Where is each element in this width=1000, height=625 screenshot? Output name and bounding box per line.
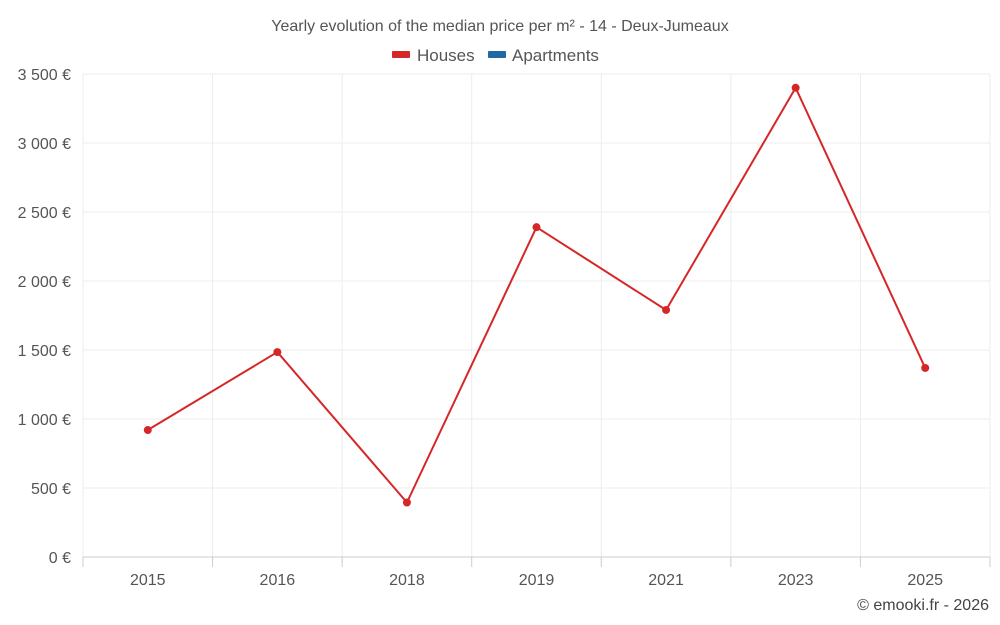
plot-area bbox=[143, 83, 930, 507]
data-point-houses[interactable] bbox=[273, 348, 282, 357]
legend: Houses Apartments bbox=[392, 46, 599, 65]
legend-label-houses: Houses bbox=[417, 46, 475, 65]
x-tick-label: 2025 bbox=[907, 572, 943, 589]
x-tick-label: 2019 bbox=[519, 572, 555, 589]
y-tick-label: 1 000 € bbox=[18, 412, 71, 429]
x-gridlines bbox=[82, 74, 991, 557]
y-tick-label: 2 000 € bbox=[18, 274, 71, 291]
series-line-houses bbox=[147, 86, 927, 504]
x-axis-ticks: 2015 2016 2018 2019 2021 2023 2025 bbox=[82, 557, 991, 589]
data-point-houses[interactable] bbox=[143, 426, 152, 435]
x-tick-label: 2016 bbox=[260, 572, 296, 589]
y-tick-label: 1 500 € bbox=[18, 343, 71, 360]
legend-swatch-apartments bbox=[488, 51, 506, 58]
data-point-houses[interactable] bbox=[532, 223, 541, 232]
x-tick-label: 2023 bbox=[778, 572, 814, 589]
legend-item-apartments[interactable]: Apartments bbox=[488, 46, 599, 65]
data-point-houses[interactable] bbox=[921, 363, 930, 372]
y-tick-label: 3 000 € bbox=[18, 136, 71, 153]
data-point-houses[interactable] bbox=[791, 83, 800, 92]
x-tick-label: 2015 bbox=[130, 572, 166, 589]
legend-item-houses[interactable]: Houses bbox=[392, 46, 475, 65]
legend-label-apartments: Apartments bbox=[512, 46, 599, 65]
y-tick-label: 500 € bbox=[31, 481, 71, 498]
y-tick-label: 3 500 € bbox=[18, 67, 71, 84]
x-tick-label: 2018 bbox=[389, 572, 425, 589]
y-axis-ticks: 0 € 500 € 1 000 € 1 500 € 2 000 € 2 500 € 3 00… bbox=[18, 67, 71, 567]
y-tick-label: 0 € bbox=[49, 550, 71, 567]
y-tick-label: 2 500 € bbox=[18, 205, 71, 222]
data-point-houses[interactable] bbox=[662, 305, 671, 314]
legend-swatch-houses bbox=[392, 51, 410, 58]
chart-title: Yearly evolution of the median price per… bbox=[271, 18, 728, 35]
data-point-houses[interactable] bbox=[402, 498, 411, 507]
x-tick-label: 2021 bbox=[648, 572, 684, 589]
y-gridlines bbox=[83, 73, 990, 489]
credit-text: © emooki.fr - 2026 bbox=[857, 597, 989, 614]
